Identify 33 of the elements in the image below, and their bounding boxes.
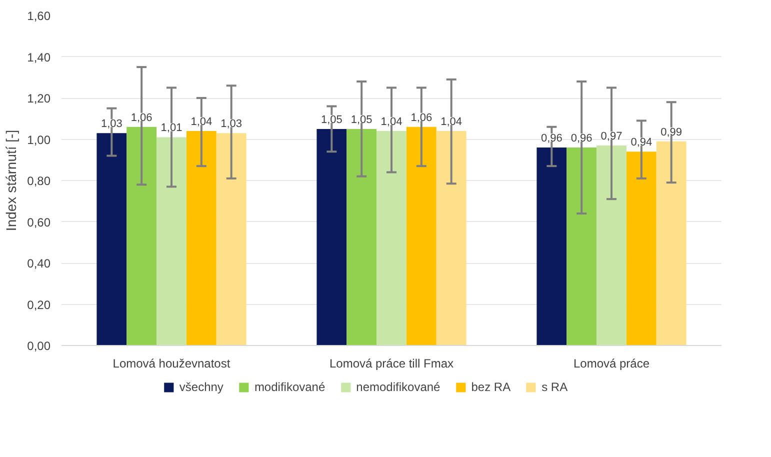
y-tick-label: 1,60: [27, 9, 51, 23]
y-tick-label: 1,40: [27, 50, 51, 64]
data-label: 1,03: [220, 118, 242, 130]
y-tick-label: 0,80: [27, 174, 51, 188]
data-label: 1,01: [160, 122, 182, 134]
y-tick-label: 0,40: [27, 256, 51, 270]
y-tick-label: 1,20: [27, 92, 51, 106]
legend-label: modifikované: [254, 380, 326, 394]
legend-label: bez RA: [471, 380, 511, 394]
legend-label: všechny: [179, 380, 224, 394]
data-label: 0,97: [600, 130, 622, 142]
x-tick-label: Lomová houževnatost: [112, 356, 231, 370]
data-label: 1,06: [410, 112, 432, 124]
data-label: 0,96: [540, 132, 562, 144]
y-tick-label: 0,20: [27, 298, 51, 312]
legend-label: nemodifikované: [356, 380, 440, 394]
data-label: 1,04: [190, 116, 212, 128]
data-label: 1,03: [100, 118, 122, 130]
data-label: 0,94: [630, 136, 652, 149]
data-label: 1,05: [350, 114, 372, 126]
data-label: 1,04: [380, 116, 402, 128]
data-label: 1,05: [320, 114, 342, 126]
data-label: 1,04: [440, 116, 462, 128]
data-label: 1,06: [130, 112, 152, 124]
y-axis-title: Index stárnutí [-]: [3, 130, 20, 232]
y-tick-label: 1,00: [27, 132, 51, 147]
data-label: 0,99: [660, 126, 682, 138]
legend-label: s RA: [542, 380, 568, 394]
data-label: 0,96: [570, 132, 592, 144]
x-tick-label: Lomová práce: [573, 356, 650, 370]
x-tick-label: Lomová práce till Fmax: [329, 356, 454, 370]
y-tick-label: 0,00: [27, 339, 51, 353]
y-tick-label: 0,60: [27, 215, 51, 230]
